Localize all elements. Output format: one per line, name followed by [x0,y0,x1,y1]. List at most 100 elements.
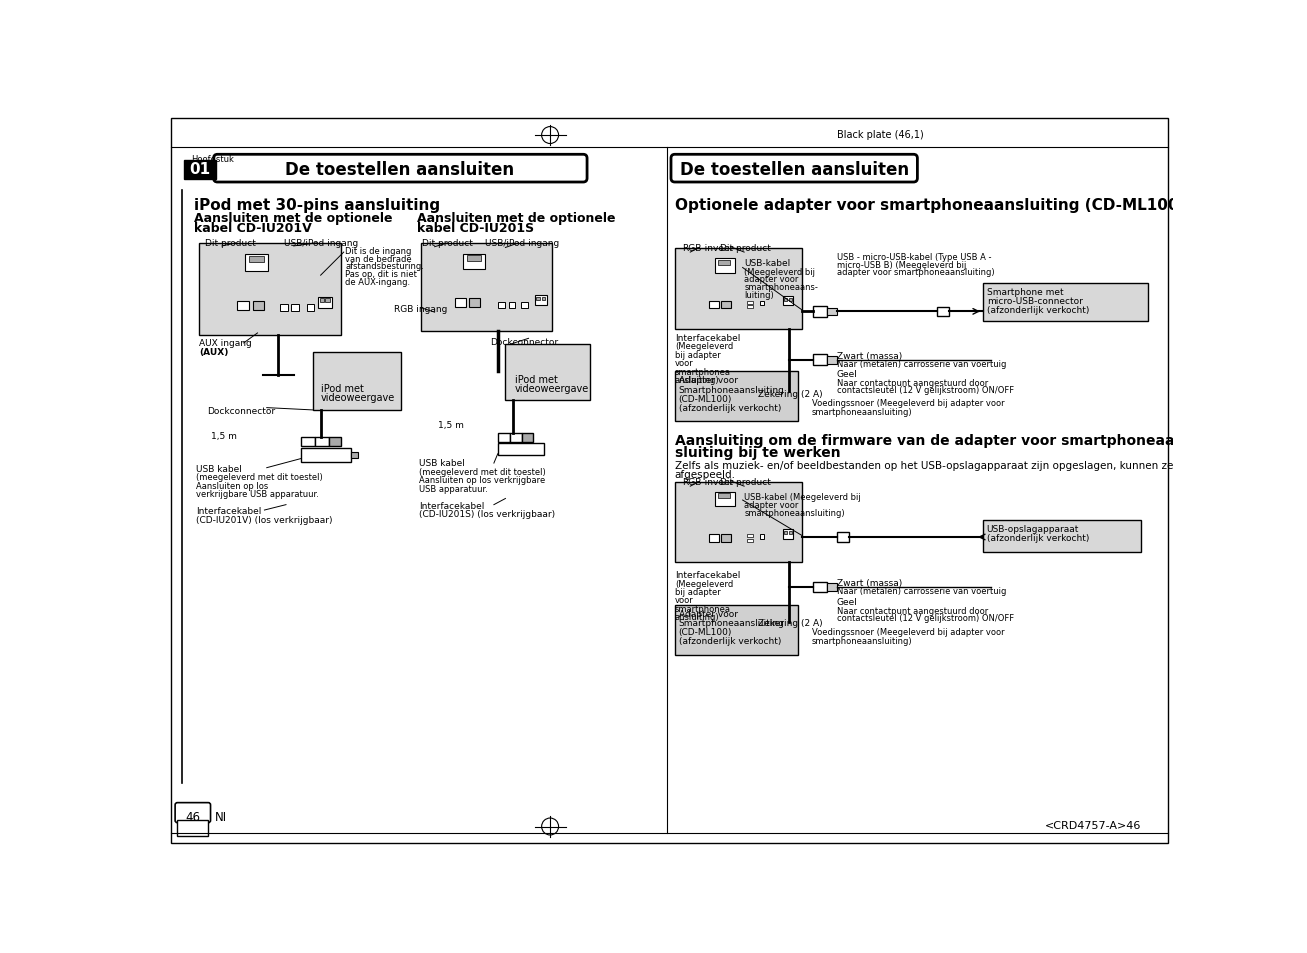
Text: Aansluiten met de optionele: Aansluiten met de optionele [417,213,616,225]
Circle shape [753,489,759,496]
Text: de AUX-ingang.: de AUX-ingang. [345,277,410,287]
Text: Hoofdstuk: Hoofdstuk [191,155,234,164]
Text: (afzonderlijk verkocht): (afzonderlijk verkocht) [678,403,782,413]
Bar [748,306,753,309]
Circle shape [212,268,220,275]
Text: Naar (metalen) carrosserie van voertuig: Naar (metalen) carrosserie van voertuig [836,587,1006,596]
Bar [784,298,787,301]
Text: USB kabel: USB kabel [196,464,242,474]
Bar [498,443,544,456]
Text: Black plate (46,1): Black plate (46,1) [836,130,923,140]
Text: smartphoneaansluiting): smartphoneaansluiting) [744,508,844,517]
Text: ansluiting): ansluiting) [674,375,719,385]
Text: voor: voor [674,596,694,605]
Text: luiting): luiting) [744,291,774,299]
Text: Dit is de ingang: Dit is de ingang [345,247,412,255]
Text: USB-kabel: USB-kabel [744,259,791,268]
Text: iPod met: iPod met [320,383,363,394]
Text: Smartphoneaansluiting: Smartphoneaansluiting [678,385,784,395]
Circle shape [698,261,704,268]
Text: Naar (metalen) carrosserie van voertuig: Naar (metalen) carrosserie van voertuig [836,359,1006,369]
Bar [521,303,528,308]
Bar [748,535,753,537]
Bar [827,308,836,315]
Text: 01: 01 [190,162,210,177]
Circle shape [514,252,520,257]
Text: van de bedrade: van de bedrade [345,254,412,263]
Text: Dockconnector: Dockconnector [207,407,274,416]
Text: bij adapter: bij adapter [674,587,720,597]
Bar [469,299,480,308]
Text: Zelfs als muziek- en/of beeldbestanden op het USB-opslagapparaat zijn opgeslagen: Zelfs als muziek- en/of beeldbestanden o… [674,460,1239,471]
Text: De toestellen aansluiten: De toestellen aansluiten [680,160,908,178]
Text: ansluiting): ansluiting) [674,613,719,621]
Text: Aansluiting om de firmware van de adapter voor smartphoneaan-: Aansluiting om de firmware van de adapte… [674,434,1189,448]
Circle shape [212,256,220,264]
Text: Aansluiten op los verkrijgbare: Aansluiten op los verkrijgbare [420,476,545,485]
Bar [983,284,1149,322]
FancyBboxPatch shape [670,155,918,183]
Circle shape [225,268,231,274]
Bar [674,372,799,422]
Circle shape [698,283,704,289]
Circle shape [289,252,294,258]
Bar [789,298,792,301]
Bar [836,533,848,542]
Text: 1,5 m: 1,5 m [438,420,464,430]
Bar [783,530,793,539]
Text: (AUX): (AUX) [199,348,229,356]
Text: (afzonderlijk verkocht): (afzonderlijk verkocht) [987,534,1089,542]
Circle shape [433,266,440,274]
Bar [463,254,485,270]
Bar [352,453,358,459]
Bar [708,301,719,309]
Text: RGB-invoer: RGB-invoer [682,244,733,253]
Circle shape [225,257,231,264]
Text: iPod met 30-pins aansluiting: iPod met 30-pins aansluiting [193,197,439,213]
Text: Dockconnector: Dockconnector [490,337,558,347]
Bar [178,821,208,836]
Text: afgespeeld.: afgespeeld. [674,470,736,479]
Text: sluiting bij te werken: sluiting bij te werken [674,445,840,459]
Text: adapter voor smartphoneaansluiting): adapter voor smartphoneaansluiting) [836,268,995,277]
Circle shape [685,504,693,512]
Circle shape [685,494,693,501]
Text: <CRD4757-A>46: <CRD4757-A>46 [1044,820,1141,830]
Bar [674,482,802,563]
Bar [506,345,591,400]
Text: 1,5 m: 1,5 m [212,432,237,440]
Text: iPod met: iPod met [515,375,558,384]
Text: smartphonea: smartphonea [674,368,731,376]
Text: kabel CD-IU201S: kabel CD-IU201S [417,222,535,235]
Text: Dit product: Dit product [719,244,770,253]
FancyBboxPatch shape [175,802,210,822]
Bar [827,583,836,591]
Bar [329,437,341,447]
Bar [252,301,264,311]
Text: (CD-ML100): (CD-ML100) [678,627,732,637]
Bar [455,299,467,308]
Text: contactsleutel (12 V gelijkstroom) ON/OFF: contactsleutel (12 V gelijkstroom) ON/OF… [836,614,1014,622]
Text: Naar contactpunt aangestuurd door: Naar contactpunt aangestuurd door [836,606,988,615]
Text: Adapter voor: Adapter voor [678,375,737,385]
Text: smartphoneaans-: smartphoneaans- [744,283,818,292]
Text: Interfacekabel: Interfacekabel [674,334,740,342]
Bar [498,434,510,442]
Text: adapter voor: adapter voor [744,500,799,510]
Text: Interfacekabel: Interfacekabel [420,501,485,510]
Circle shape [765,256,770,262]
Bar [199,244,341,335]
Bar [784,531,787,535]
Text: Zwart (massa): Zwart (massa) [836,578,902,587]
Circle shape [753,498,759,504]
Text: Dit product: Dit product [719,477,770,486]
Bar [536,297,540,300]
Text: contactsleutel (12 V gelijkstroom) ON/OFF: contactsleutel (12 V gelijkstroom) ON/OF… [836,386,1014,395]
Text: Zwart (massa): Zwart (massa) [836,352,902,360]
Text: smartphoneaansluiting): smartphoneaansluiting) [812,636,912,645]
Text: Optionele adapter voor smartphoneaansluiting (CD-ML100): Optionele adapter voor smartphoneaanslui… [674,197,1185,213]
Text: Pas op, dit is niet: Pas op, dit is niet [345,270,417,278]
Bar [510,434,523,442]
Text: Aansluiten met de optionele: Aansluiten met de optionele [193,213,392,225]
Text: USB/iPod ingang: USB/iPod ingang [485,239,559,248]
